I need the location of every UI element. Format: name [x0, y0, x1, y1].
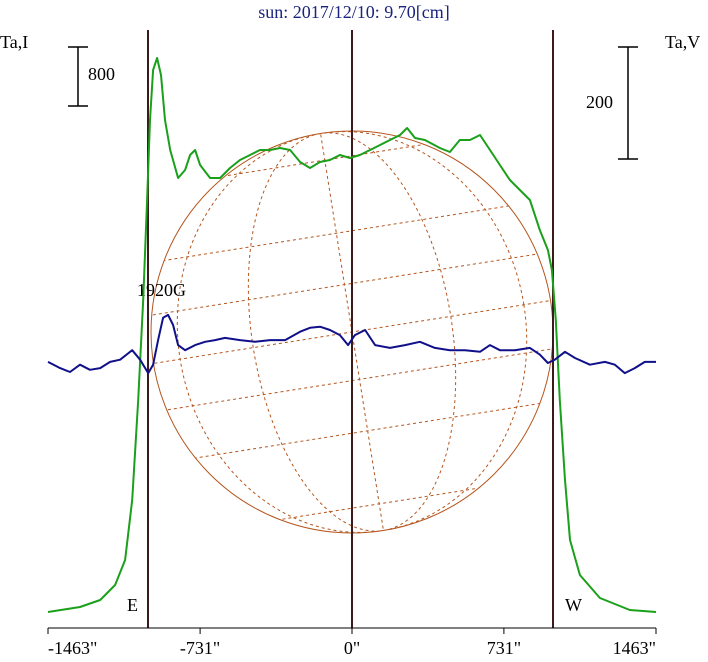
annotation: 1920G	[137, 280, 186, 300]
annotation: W	[565, 595, 582, 615]
limb-lines	[147, 30, 554, 628]
scale-bar-label: 800	[88, 64, 115, 84]
x-tick-label: 1463"	[613, 638, 656, 658]
scale-bar	[68, 46, 88, 107]
y2-axis-label: Ta,V	[665, 32, 700, 52]
annotation: E	[127, 595, 138, 615]
series-line	[47, 313, 656, 375]
x-tick-label: -1463"	[48, 638, 97, 658]
y-axis-label: Ta,I	[0, 32, 28, 52]
solar-disk	[122, 122, 582, 538]
x-tick-label: 0"	[344, 638, 360, 658]
scale-bar	[618, 46, 638, 160]
chart-title: sun: 2017/12/10: 9.70[cm]	[258, 2, 450, 22]
scale-bar-label: 200	[586, 92, 613, 112]
x-tick-label: 731"	[487, 638, 521, 658]
series-line	[47, 57, 657, 613]
x-tick-label: -731"	[180, 638, 220, 658]
